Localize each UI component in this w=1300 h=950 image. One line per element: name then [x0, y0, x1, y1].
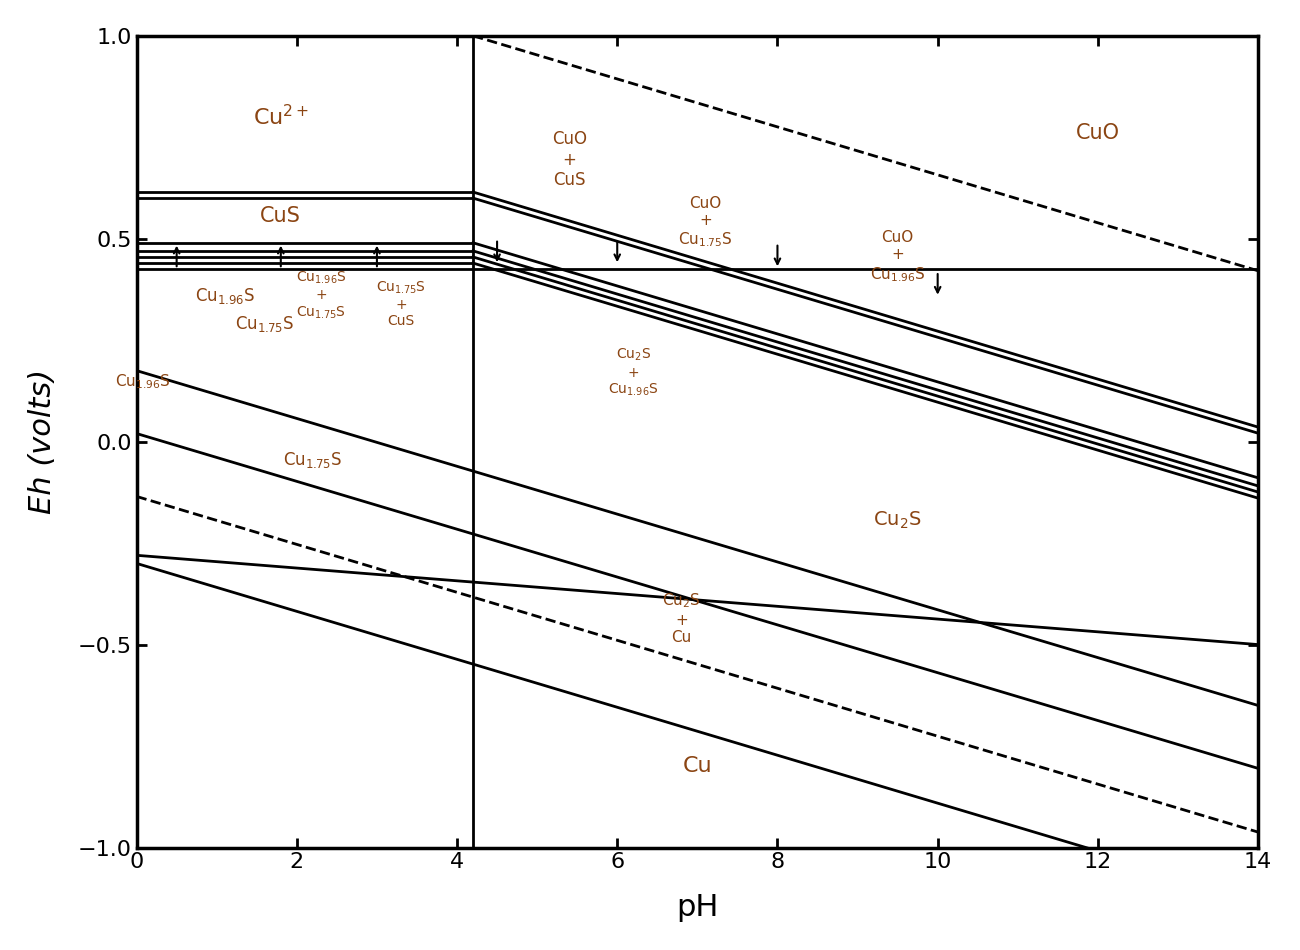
- Text: CuS: CuS: [260, 206, 302, 226]
- Text: Cu$_{1.96}$S
+
Cu$_{1.75}$S: Cu$_{1.96}$S + Cu$_{1.75}$S: [295, 270, 346, 321]
- Text: CuO: CuO: [1076, 124, 1119, 143]
- Text: Cu$_2$S: Cu$_2$S: [874, 510, 922, 531]
- Text: CuO
+
Cu$_{1.75}$S: CuO + Cu$_{1.75}$S: [679, 196, 733, 250]
- Y-axis label: Eh (volts): Eh (volts): [27, 370, 57, 514]
- Text: Cu$_{1.96}$S: Cu$_{1.96}$S: [116, 372, 170, 391]
- X-axis label: pH: pH: [676, 893, 719, 922]
- Text: Cu: Cu: [682, 756, 712, 776]
- Text: Cu$_{1.75}$S: Cu$_{1.75}$S: [235, 314, 295, 334]
- Text: CuO
+
Cu$_{1.96}$S: CuO + Cu$_{1.96}$S: [870, 230, 926, 284]
- Text: Cu$_2$S
+
Cu: Cu$_2$S + Cu: [662, 592, 701, 645]
- Text: Cu$_{1.96}$S: Cu$_{1.96}$S: [195, 286, 255, 306]
- Text: CuO
+
CuS: CuO + CuS: [551, 130, 586, 189]
- Text: Cu$_2$S
+
Cu$_{1.96}$S: Cu$_2$S + Cu$_{1.96}$S: [608, 347, 659, 398]
- Text: Cu$^{2+}$: Cu$^{2+}$: [252, 104, 309, 129]
- Text: Cu$_{1.75}$S
+
CuS: Cu$_{1.75}$S + CuS: [376, 279, 426, 328]
- Text: Cu$_{1.75}$S: Cu$_{1.75}$S: [283, 450, 343, 470]
